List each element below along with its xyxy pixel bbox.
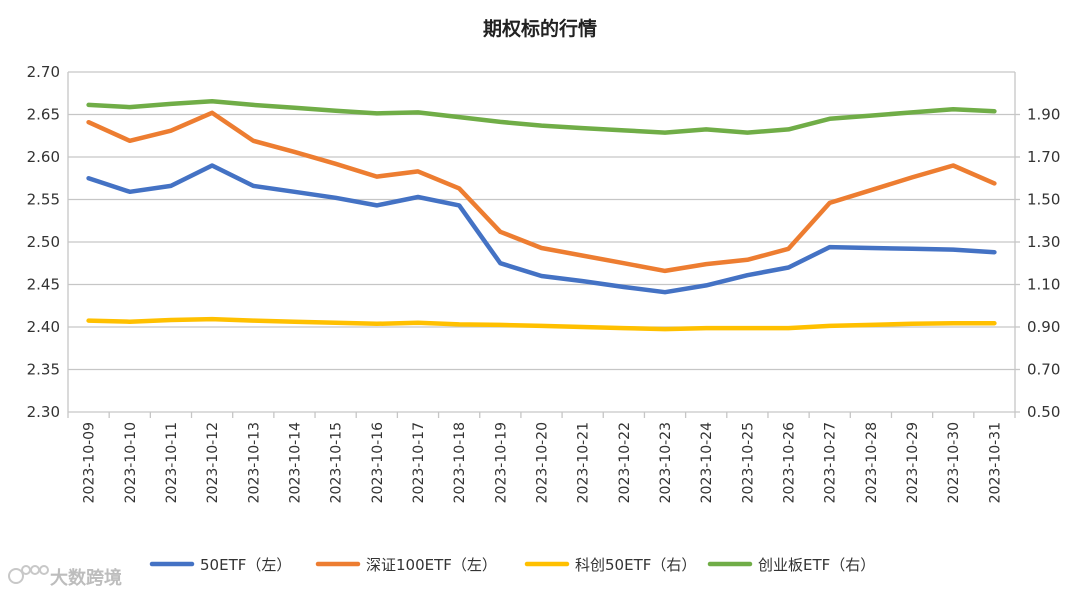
x-tick-label: 2023-10-30	[946, 422, 962, 503]
x-tick-label: 2023-10-21	[576, 422, 592, 503]
legend-label-3: 创业板ETF（右）	[758, 556, 875, 574]
right-tick-label: 0.70	[1027, 361, 1060, 379]
right-tick-label: 1.30	[1027, 233, 1060, 251]
left-tick-label: 2.70	[27, 63, 60, 81]
x-tick-label: 2023-10-29	[905, 422, 921, 503]
x-tick-label: 2023-10-16	[370, 422, 386, 503]
chart-title: 期权标的行情	[483, 17, 597, 40]
right-tick-label: 1.50	[1027, 191, 1060, 209]
left-tick-label: 2.30	[27, 403, 60, 421]
x-tick-label: 2023-10-26	[782, 422, 798, 503]
left-tick-label: 2.60	[27, 148, 60, 166]
x-tick-label: 2023-10-11	[164, 422, 180, 503]
series-line-0	[86, 163, 997, 295]
right-axis-ticks: 0.50 0.70 0.90 1.10 1.30 1.50 1.70 1.90	[1015, 106, 1060, 421]
watermark: 大数跨境	[8, 565, 122, 589]
x-tick-label: 2023-10-14	[287, 422, 303, 503]
x-tick-label: 2023-10-25	[740, 422, 756, 503]
x-tick-label: 2023-10-10	[123, 422, 139, 503]
watermark-logo-icon	[8, 565, 49, 584]
legend: 50ETF（左） 深证100ETF（左） 科创50ETF（右） 创业板ETF（右）	[149, 556, 875, 574]
right-tick-label: 1.90	[1027, 106, 1060, 124]
series-line-2	[86, 316, 997, 332]
right-tick-label: 0.50	[1027, 403, 1060, 421]
left-tick-label: 2.40	[27, 318, 60, 336]
grid-lines	[67, 71, 1016, 413]
watermark-text: 大数跨境	[50, 567, 122, 589]
legend-label-1: 深证100ETF（左）	[366, 556, 497, 574]
x-tick-label: 2023-10-24	[699, 422, 715, 503]
left-axis-ticks: 2.30 2.35 2.40 2.45 2.50 2.55 2.60 2.65 2.70	[27, 63, 60, 421]
left-tick-label: 2.55	[27, 191, 60, 209]
x-tick-label: 2023-10-12	[205, 422, 221, 503]
x-axis-ticks: 2023-10-09 2023-10-10 2023-10-11 2023-10-12…	[67, 412, 1016, 503]
x-tick-label: 2023-10-23	[658, 422, 674, 503]
left-tick-label: 2.35	[27, 361, 60, 379]
right-tick-label: 1.70	[1027, 148, 1060, 166]
x-tick-label: 2023-10-17	[411, 422, 427, 503]
series-line-3	[86, 99, 997, 135]
left-tick-label: 2.50	[27, 233, 60, 251]
x-tick-label: 2023-10-18	[452, 422, 468, 503]
x-tick-label: 2023-10-20	[535, 422, 551, 503]
x-tick-label: 2023-10-15	[329, 422, 345, 503]
x-tick-label: 2023-10-13	[246, 422, 262, 503]
right-tick-label: 1.10	[1027, 276, 1060, 294]
x-tick-label: 2023-10-28	[864, 422, 880, 503]
left-tick-label: 2.45	[27, 276, 60, 294]
series-line-1	[86, 110, 997, 274]
x-tick-label: 2023-10-09	[82, 422, 98, 503]
left-tick-label: 2.65	[27, 106, 60, 124]
x-tick-label: 2023-10-27	[823, 422, 839, 503]
right-tick-label: 0.90	[1027, 318, 1060, 336]
x-tick-label: 2023-10-31	[987, 422, 1003, 503]
legend-label-0: 50ETF（左）	[200, 556, 291, 574]
series-lines	[86, 99, 997, 332]
x-tick-label: 2023-10-19	[493, 422, 509, 503]
x-tick-label: 2023-10-22	[617, 422, 633, 503]
legend-label-2: 科创50ETF（右）	[575, 556, 696, 574]
